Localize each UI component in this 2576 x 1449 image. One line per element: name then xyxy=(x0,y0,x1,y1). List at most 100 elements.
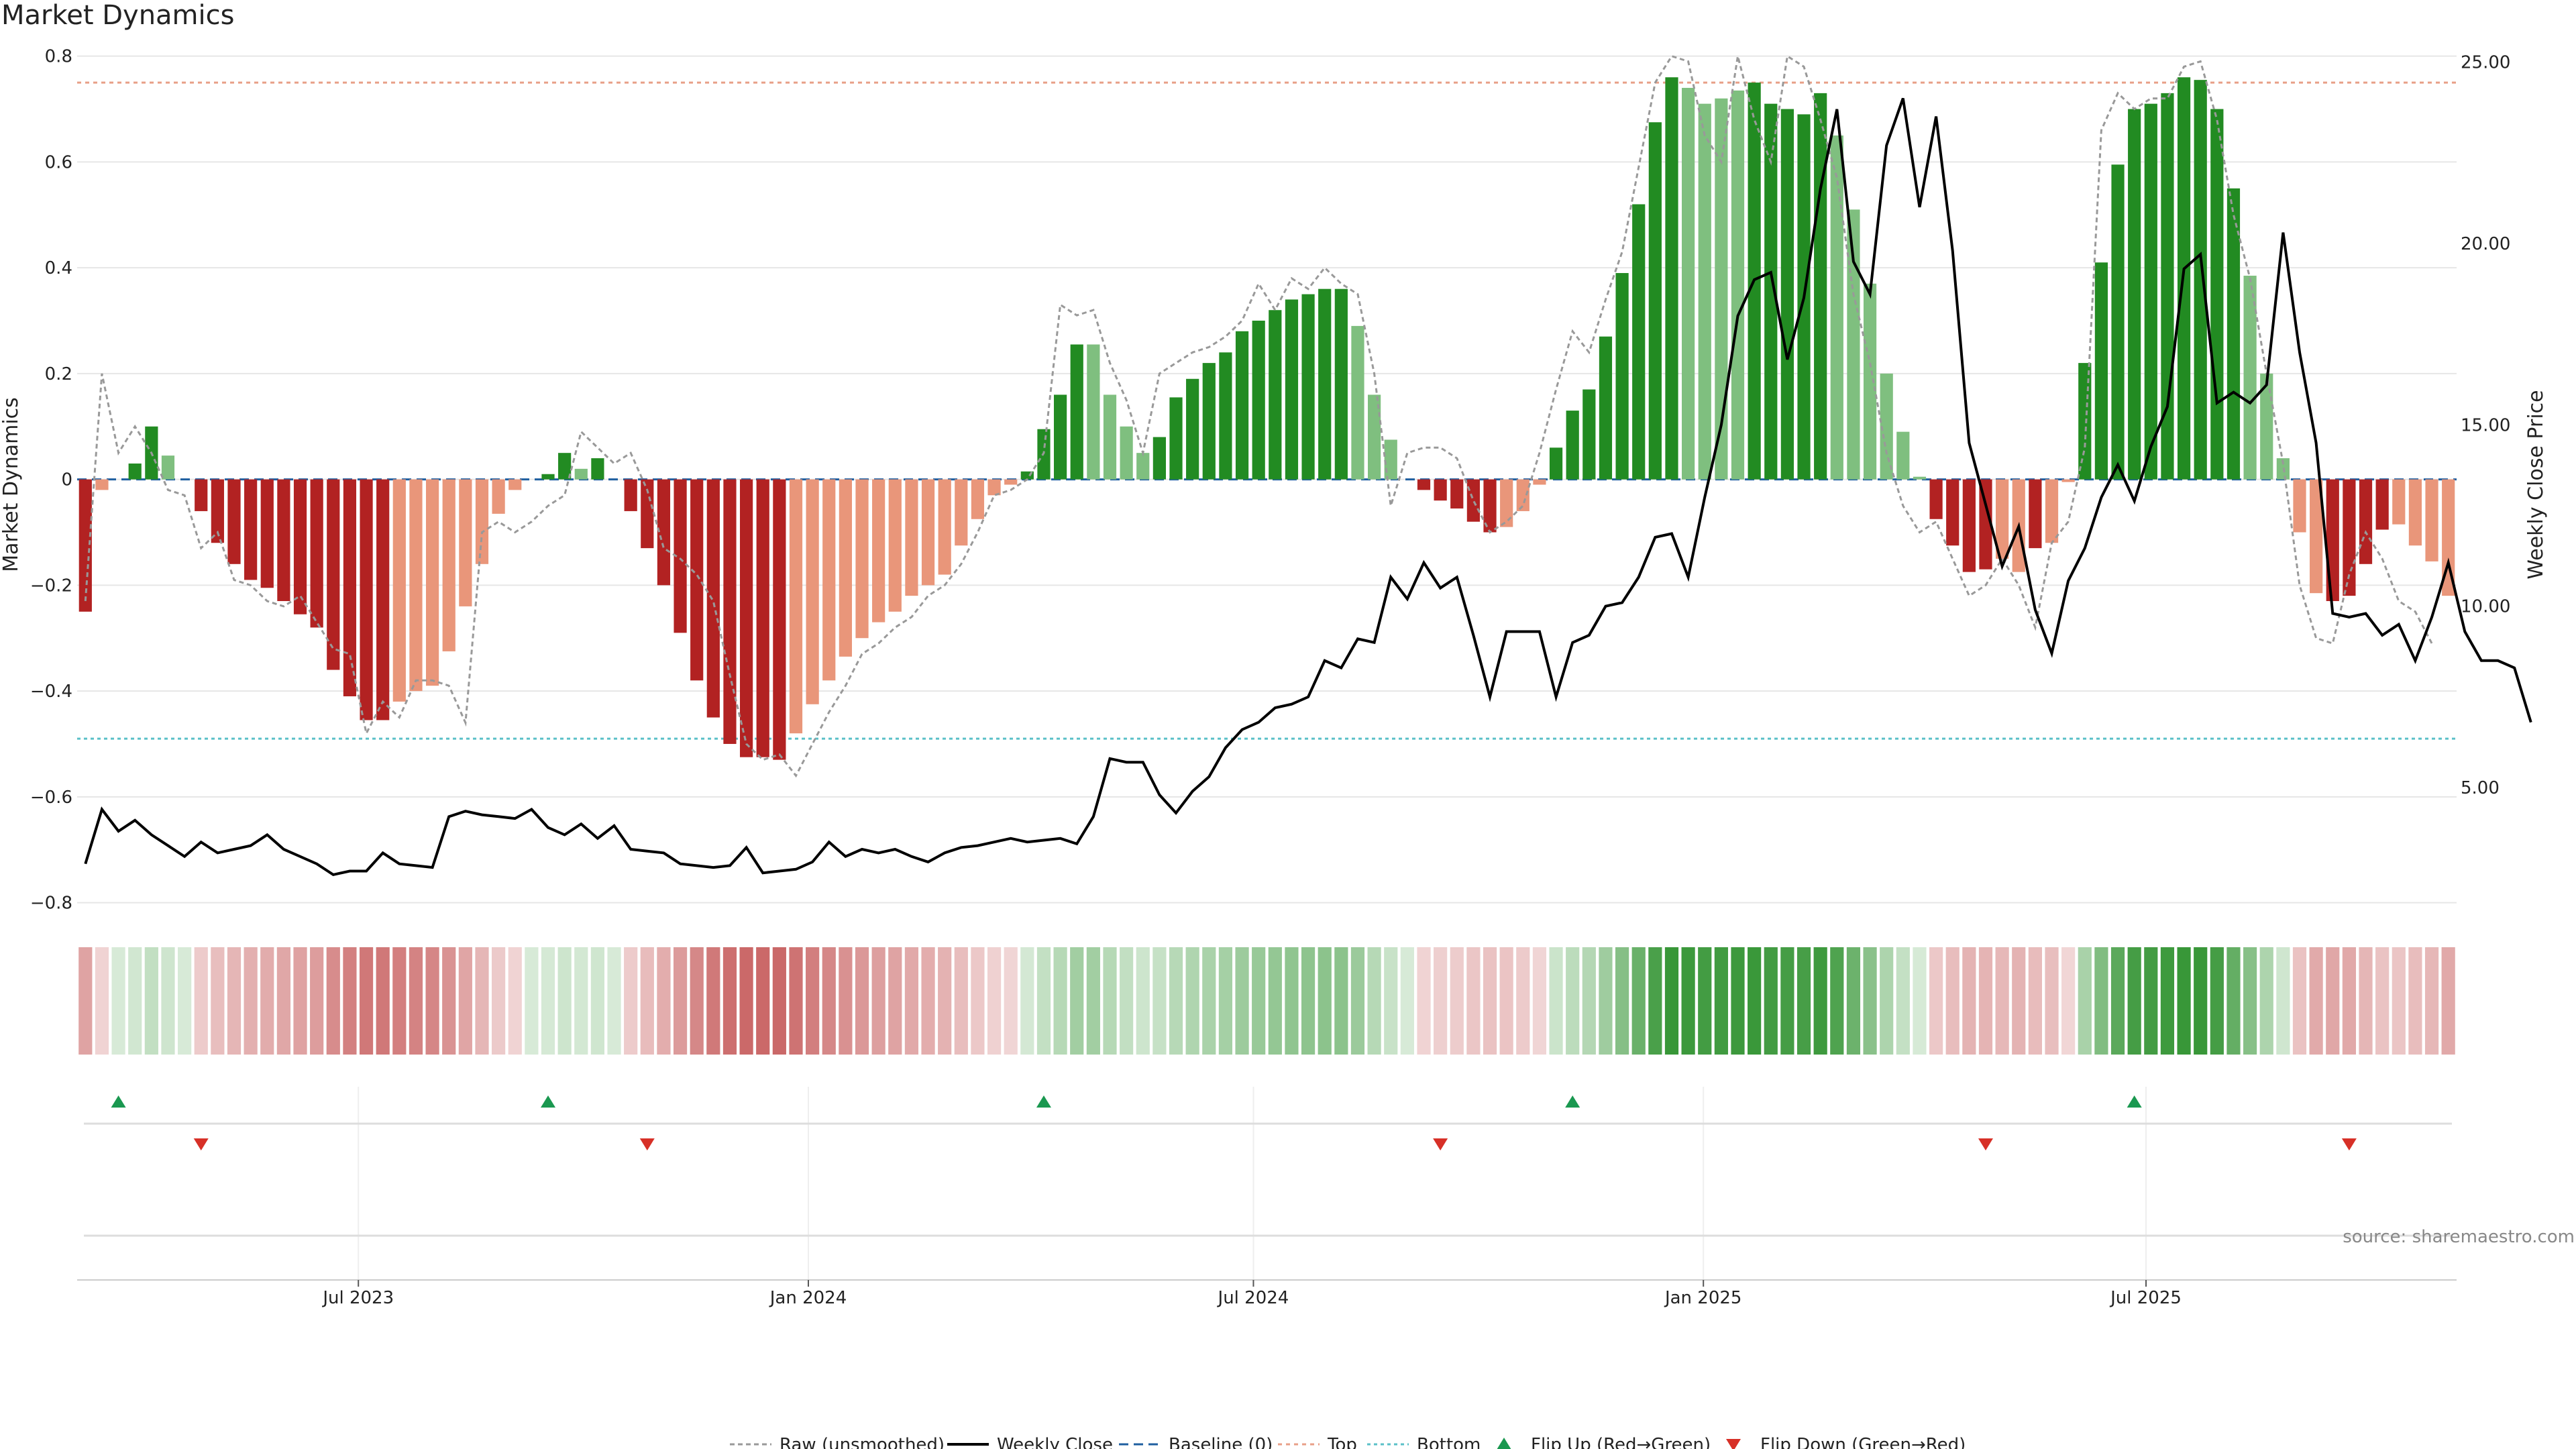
dynamics-bar xyxy=(987,479,1001,496)
dynamics-bar xyxy=(2425,479,2438,561)
dynamics-bar xyxy=(1219,352,1232,480)
dynamics-bar xyxy=(955,479,968,546)
dynamics-bar xyxy=(277,479,290,602)
dynamics-bar xyxy=(78,479,92,612)
dynamics-bar xyxy=(1731,90,1745,480)
dynamics-bar xyxy=(591,458,604,480)
heat-cell xyxy=(326,947,340,1055)
heat-cell xyxy=(343,947,357,1055)
y-tick-left: −0.2 xyxy=(30,576,72,596)
heat-cell xyxy=(1120,947,1134,1055)
heat-cell xyxy=(2177,947,2191,1055)
dynamics-bar xyxy=(641,479,654,549)
heat-cell xyxy=(1103,947,1117,1055)
dynamics-bar xyxy=(1896,431,1910,480)
heat-cell xyxy=(1913,947,1927,1055)
heat-cell xyxy=(409,947,423,1055)
heat-cell xyxy=(2309,947,2323,1055)
dynamics-bar xyxy=(888,479,902,612)
dynamics-bar xyxy=(475,479,489,564)
dynamics-bar xyxy=(1516,479,1529,511)
dynamics-bar xyxy=(2045,479,2059,543)
dynamics-bar xyxy=(1698,103,1711,480)
heat-cell xyxy=(1664,947,1679,1055)
dynamics-bar xyxy=(95,479,109,490)
flip-down-marker xyxy=(639,1138,655,1150)
dynamics-bar xyxy=(2243,275,2257,480)
heat-cell xyxy=(2424,947,2439,1055)
heat-cell xyxy=(1796,947,1811,1055)
dynamics-bar xyxy=(1103,394,1117,480)
legend-close-label: Weekly Close xyxy=(997,1435,1113,1449)
heat-cell xyxy=(144,947,158,1055)
dynamics-bar xyxy=(1830,135,1843,480)
y-tick-left: 0.4 xyxy=(45,258,72,278)
dynamics-bar xyxy=(2260,373,2273,480)
weekly-close-line xyxy=(84,97,2532,877)
heat-cell xyxy=(2110,947,2125,1055)
dynamics-bar xyxy=(1368,394,1381,480)
dynamics-bar xyxy=(1715,98,1728,480)
dynamics-bar xyxy=(2144,103,2157,480)
heat-cell xyxy=(640,947,654,1055)
heat-cell xyxy=(1434,947,1448,1055)
heat-cell xyxy=(1285,947,1299,1055)
dynamics-bar xyxy=(1483,479,1497,533)
heat-cell xyxy=(2028,947,2042,1055)
heat-cell xyxy=(458,947,472,1055)
heat-cell xyxy=(95,947,109,1055)
series-lines xyxy=(84,54,2532,877)
dynamics-bar xyxy=(195,479,208,511)
dynamics-bar xyxy=(327,479,340,670)
y-axis-label-left: Market Dynamics xyxy=(0,397,23,572)
heat-cell xyxy=(772,947,786,1055)
heat-cell xyxy=(1218,947,1233,1055)
flip-down-marker xyxy=(193,1138,209,1150)
heat-cell xyxy=(1846,947,1861,1055)
dynamics-bar xyxy=(1020,471,1034,480)
dynamics-bar xyxy=(674,479,687,633)
heat-cell xyxy=(2342,947,2356,1055)
x-tick-label: Jan 2025 xyxy=(1664,1288,1742,1308)
dynamics-bar xyxy=(1665,77,1678,480)
heat-cell xyxy=(1483,947,1497,1055)
heat-cell xyxy=(987,947,1002,1055)
legend-flip-up-swatch xyxy=(1497,1438,1511,1449)
dynamics-bar xyxy=(442,479,455,651)
dynamics-bar xyxy=(690,479,704,681)
dynamics-bar xyxy=(260,479,274,588)
heat-cell xyxy=(1086,947,1100,1055)
dynamics-bar xyxy=(806,479,819,704)
dynamics-bar xyxy=(1152,437,1166,480)
flip-down-marker xyxy=(2341,1138,2357,1150)
heat-cell xyxy=(921,947,935,1055)
dynamics-bar xyxy=(1186,378,1199,480)
heat-cell xyxy=(1714,947,1728,1055)
heat-cell xyxy=(1863,947,1877,1055)
dynamics-bar xyxy=(921,479,935,586)
heat-cell xyxy=(492,947,506,1055)
y-tick-right: 25.00 xyxy=(2461,52,2510,72)
heat-cell xyxy=(1499,947,1513,1055)
heat-cell xyxy=(227,947,241,1055)
heat-cell xyxy=(1780,947,1794,1055)
heat-cell xyxy=(2045,947,2059,1055)
dynamics-bar xyxy=(1202,363,1216,480)
dynamics-bar xyxy=(376,479,390,720)
legend-bottom-label: Bottom xyxy=(1417,1435,1481,1449)
heat-cell xyxy=(1962,947,1976,1055)
heat-cell xyxy=(657,947,671,1055)
heat-cell xyxy=(690,947,704,1055)
heat-cell xyxy=(1615,947,1629,1055)
chart-title: Market Dynamics xyxy=(1,0,235,31)
y-tick-right: 5.00 xyxy=(2461,778,2500,798)
heat-cell xyxy=(260,947,274,1055)
dynamics-bar xyxy=(1682,87,1695,480)
dynamics-bar xyxy=(1996,479,2009,559)
dynamics-bar xyxy=(1004,479,1018,485)
dynamics-bar xyxy=(2029,479,2042,549)
heat-cell xyxy=(706,947,720,1055)
heat-cell xyxy=(1532,947,1547,1055)
heat-cell xyxy=(128,947,142,1055)
dynamics-bar xyxy=(723,479,737,744)
